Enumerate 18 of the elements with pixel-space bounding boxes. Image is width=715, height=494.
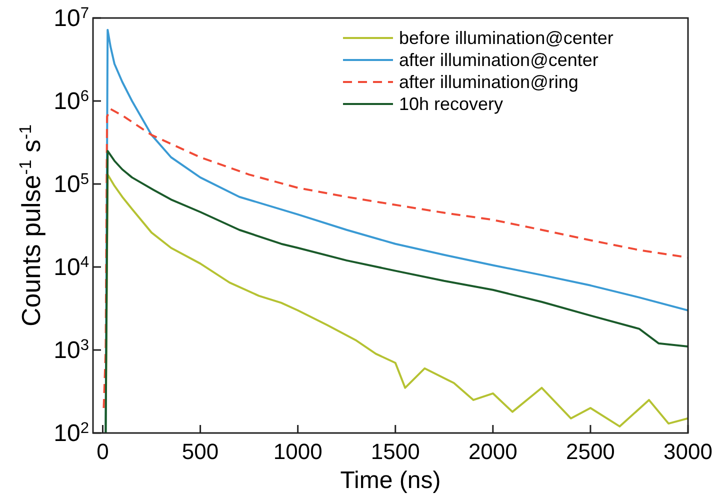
x-tick-label: 2000 <box>468 439 518 464</box>
y-tick-label: 10$^{5}$ <box>54 170 90 198</box>
y-tick-label: 10$^{4}$ <box>54 254 90 281</box>
x-tick-label: 0 <box>96 439 109 464</box>
y-tick-label: 10$^{2}$ <box>54 420 89 447</box>
x-tick-label: 3000 <box>664 439 712 464</box>
x-tick-label: 500 <box>182 439 219 464</box>
y-tick-label: 10$^{7}$ <box>54 4 89 32</box>
legend-label: after illumination@center <box>399 50 598 70</box>
y-tick-label: 10$^{6}$ <box>54 88 89 115</box>
legend-label: 10h recovery <box>399 94 504 114</box>
x-tick-label: 2500 <box>566 439 615 464</box>
legend-label: before illumination@center <box>399 28 614 48</box>
x-tick-label: 1500 <box>370 439 420 464</box>
x-tick-label: 1000 <box>273 439 322 464</box>
y-tick-label: 10$^{3}$ <box>54 336 89 364</box>
x-axis-title: Time (ns) <box>340 467 441 494</box>
legend-label: after illumination@ring <box>399 72 578 92</box>
